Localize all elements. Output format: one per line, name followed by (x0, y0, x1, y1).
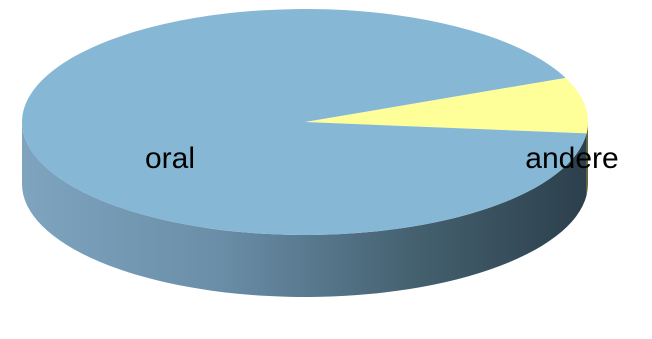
pie-slice-oral (22, 9, 587, 236)
slice-label-andere: andere (525, 142, 618, 175)
pie-slices (22, 9, 589, 236)
pie-side-andere (586, 122, 588, 196)
pie-side-walls (22, 122, 588, 298)
pie-labels: oral andere (145, 142, 619, 175)
slice-label-oral: oral (145, 142, 195, 175)
pie-side-oral (22, 122, 587, 298)
pie-slice-andere (305, 77, 589, 134)
